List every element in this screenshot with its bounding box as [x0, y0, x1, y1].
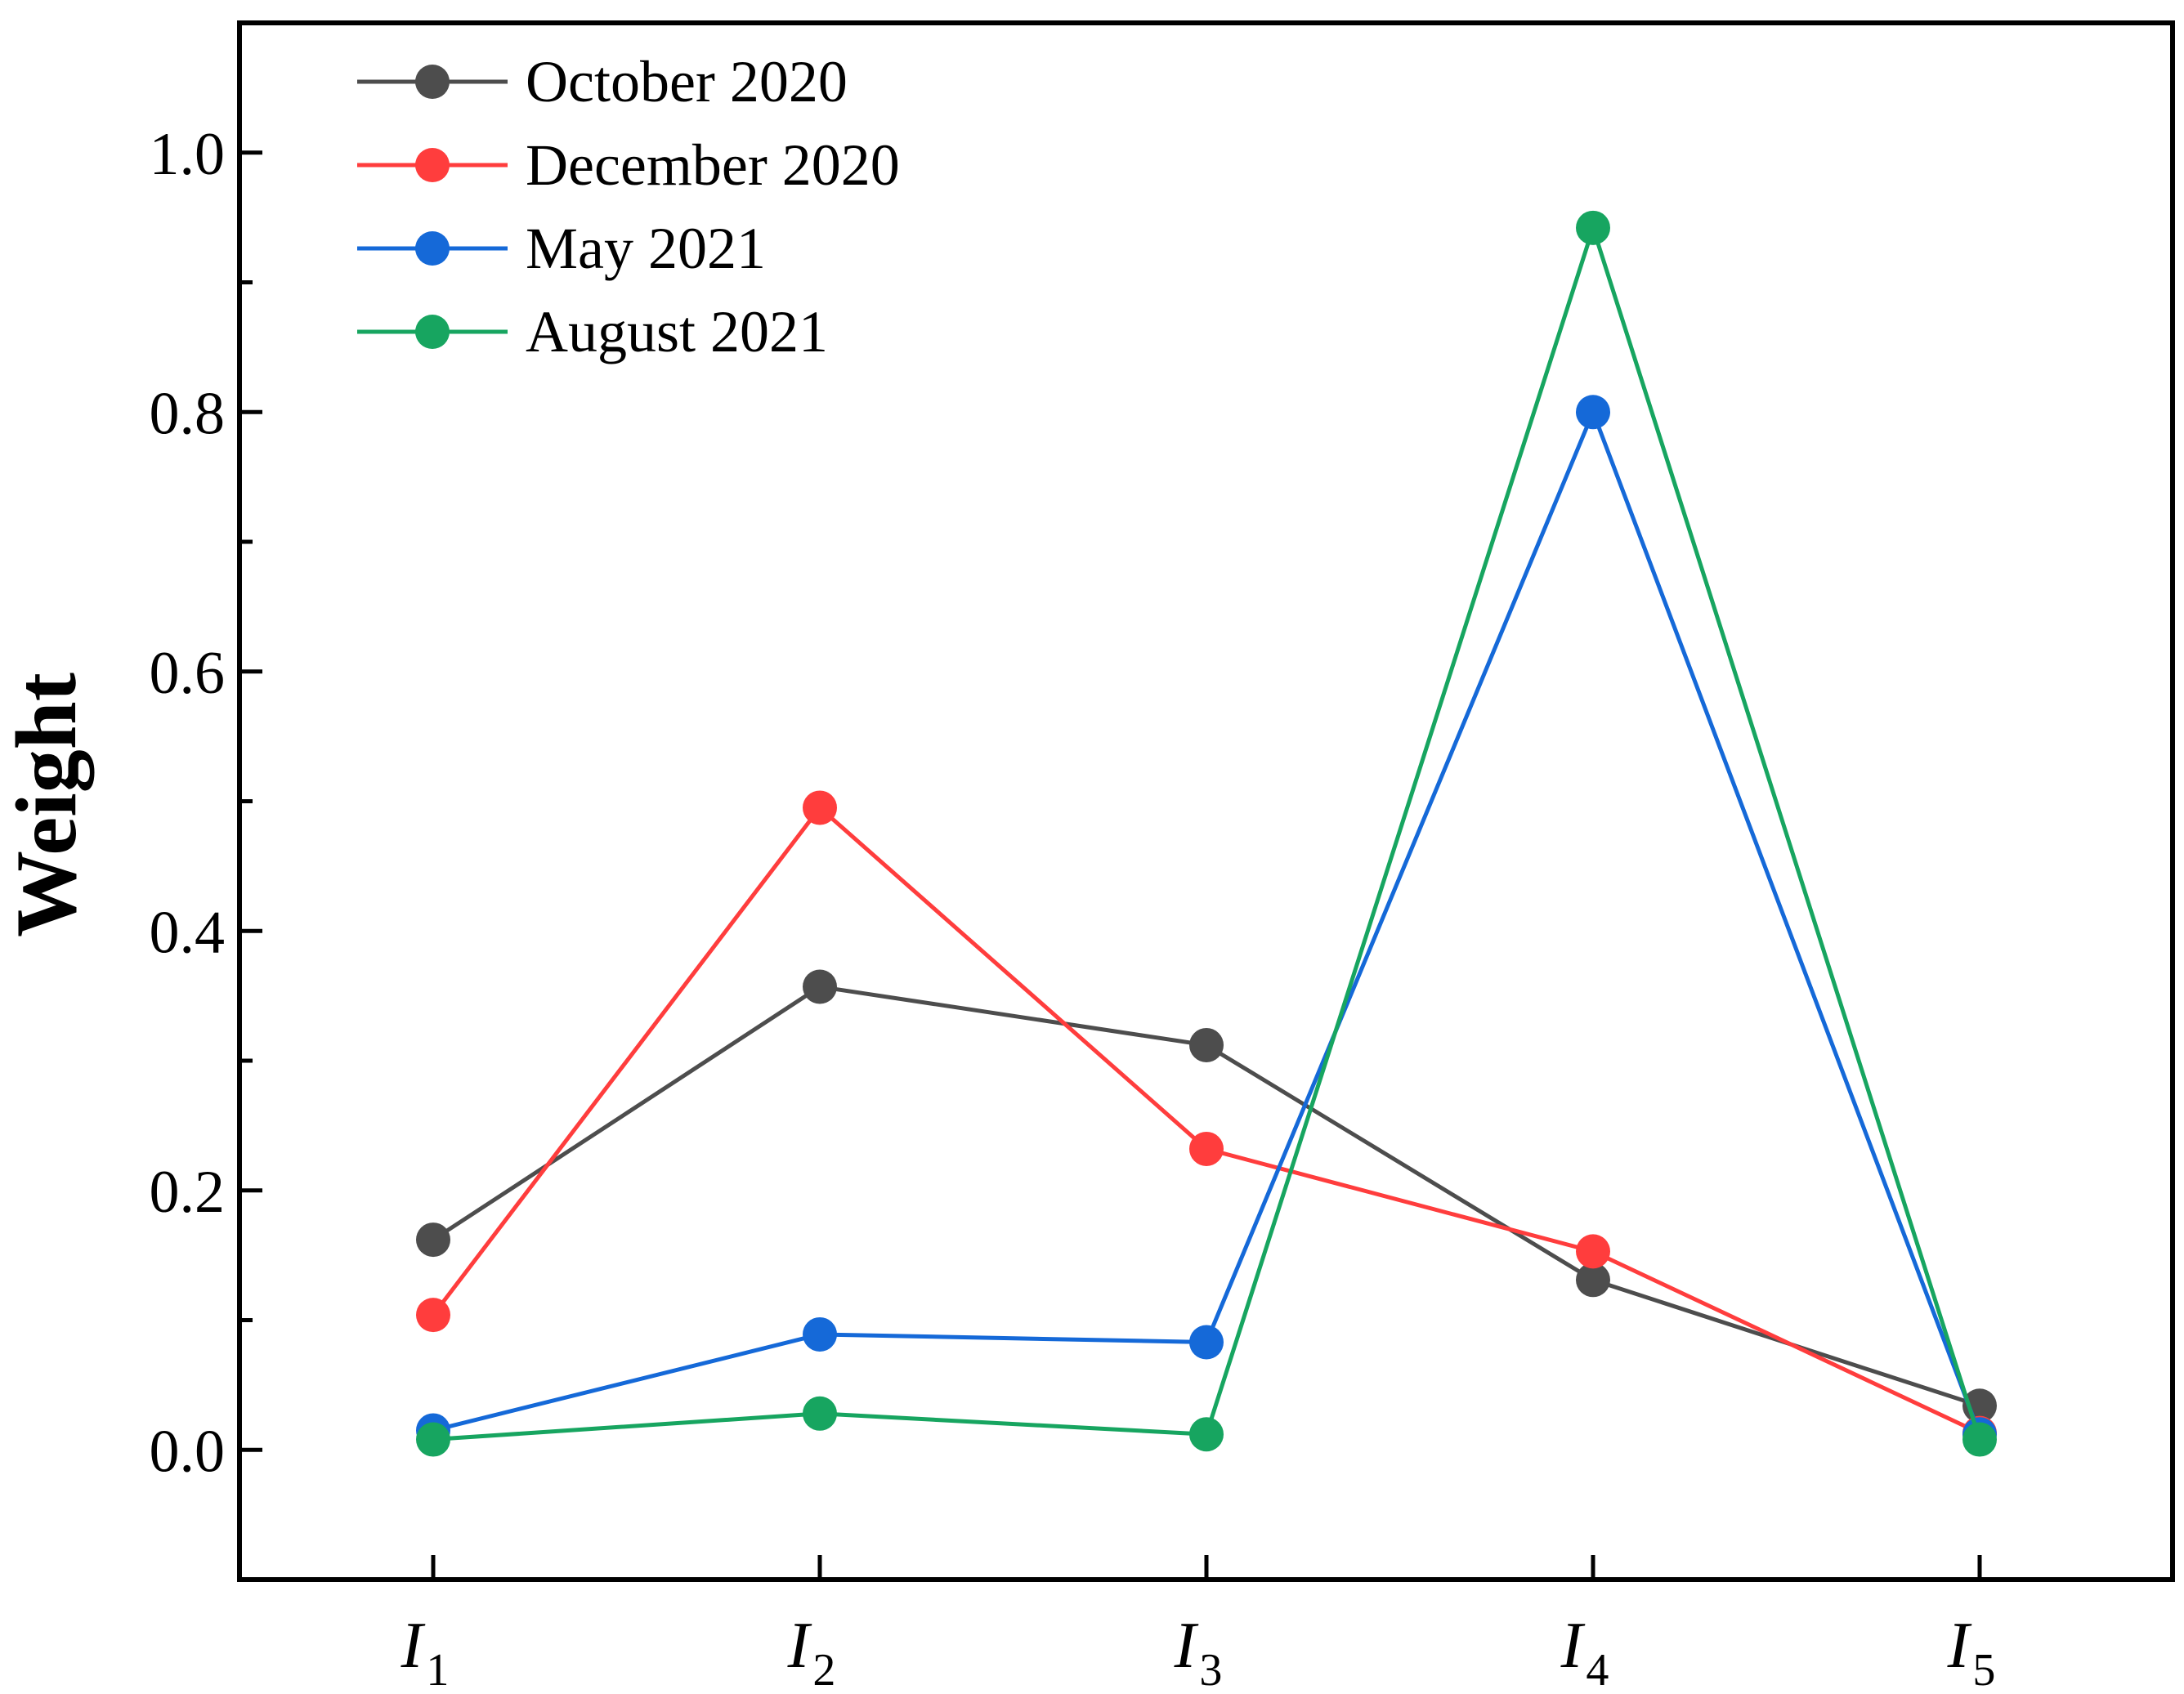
series-2 — [416, 395, 1997, 1452]
data-point — [1576, 1263, 1610, 1298]
data-point — [416, 1422, 450, 1457]
legend-marker — [415, 231, 450, 266]
data-point — [1189, 1131, 1224, 1166]
data-point — [416, 1298, 450, 1333]
data-point — [1962, 1422, 1997, 1457]
series-3 — [416, 210, 1997, 1457]
legend-item: May 2021 — [357, 216, 766, 281]
x-tick-label: I4 — [1560, 1610, 1609, 1694]
legend-item: December 2020 — [357, 132, 900, 198]
legend-marker — [415, 65, 450, 99]
x-tick-label: I5 — [1947, 1610, 1996, 1694]
data-point — [803, 790, 837, 825]
data-point — [803, 969, 837, 1004]
legend: October 2020 December 2020 May 2021 August … — [357, 49, 900, 364]
series-line — [432, 409, 1982, 1436]
data-point — [1576, 210, 1610, 245]
axes: 0.0 0.2 0.4 0.6 0.8 1.0 I1 I2 I3 I4 I5 Weight — [0, 20, 2175, 1694]
y-tick-label: 0.0 — [150, 1418, 226, 1485]
legend-label: May 2021 — [526, 216, 766, 281]
legend-label: October 2020 — [526, 49, 848, 114]
x-tick-label: I2 — [787, 1610, 836, 1694]
y-axis-title: Weight — [0, 673, 94, 937]
series-layer — [416, 210, 1997, 1457]
y-tick-label: 1.0 — [150, 121, 226, 188]
legend-item: October 2020 — [357, 49, 848, 114]
data-point — [803, 1316, 837, 1352]
legend-label: December 2020 — [526, 132, 900, 198]
series-line — [432, 226, 1982, 1442]
data-point — [416, 1222, 450, 1258]
x-tick-label: I3 — [1174, 1610, 1223, 1694]
x-tick-label: I1 — [401, 1610, 450, 1694]
legend-label: August 2021 — [526, 299, 828, 364]
data-point — [1576, 395, 1610, 430]
legend-item: August 2021 — [357, 299, 828, 364]
data-point — [1189, 1325, 1224, 1360]
data-point — [1189, 1417, 1224, 1452]
series-0 — [416, 969, 1997, 1424]
data-point — [1189, 1027, 1224, 1062]
data-point — [803, 1396, 837, 1431]
y-tick-label: 0.2 — [150, 1159, 226, 1226]
y-tick-label: 0.6 — [150, 640, 226, 707]
legend-marker — [415, 148, 450, 182]
y-tick-label: 0.8 — [150, 380, 226, 447]
legend-marker — [415, 315, 450, 349]
y-tick-label: 0.4 — [150, 899, 226, 966]
data-point — [1576, 1234, 1610, 1269]
